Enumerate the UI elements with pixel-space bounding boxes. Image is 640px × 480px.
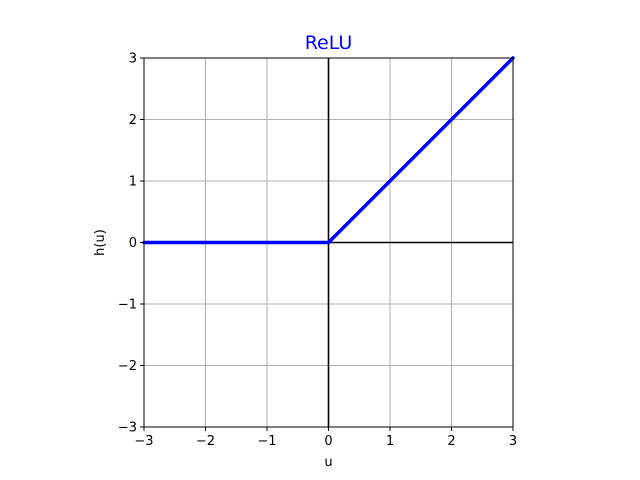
x-tick-label: 2 [447,434,455,449]
series-layer [142,56,515,245]
y-tick-label: 1 [129,175,137,190]
x-tick-label: −1 [257,434,276,449]
chart-title: ReLU [305,32,353,54]
relu-line [142,56,515,245]
x-axis-label: u [324,455,332,470]
x-tick-label: −2 [196,434,215,449]
y-axis-label: h(u) [93,229,108,256]
y-tick-label: 3 [129,52,137,67]
x-tick-label: 0 [324,434,332,449]
y-tick-label: −1 [118,298,137,313]
x-tick-label: 3 [509,434,517,449]
y-tick-label: 2 [129,113,137,128]
x-tick-label: −3 [134,434,153,449]
y-tick-label: −2 [118,359,137,374]
ticks: −3 −2 −1 0 1 2 3 −3 −2 −1 0 1 2 3 [118,52,517,450]
y-tick-label: 0 [129,236,137,251]
y-tick-label: −3 [118,421,137,436]
x-tick-label: 1 [386,434,394,449]
